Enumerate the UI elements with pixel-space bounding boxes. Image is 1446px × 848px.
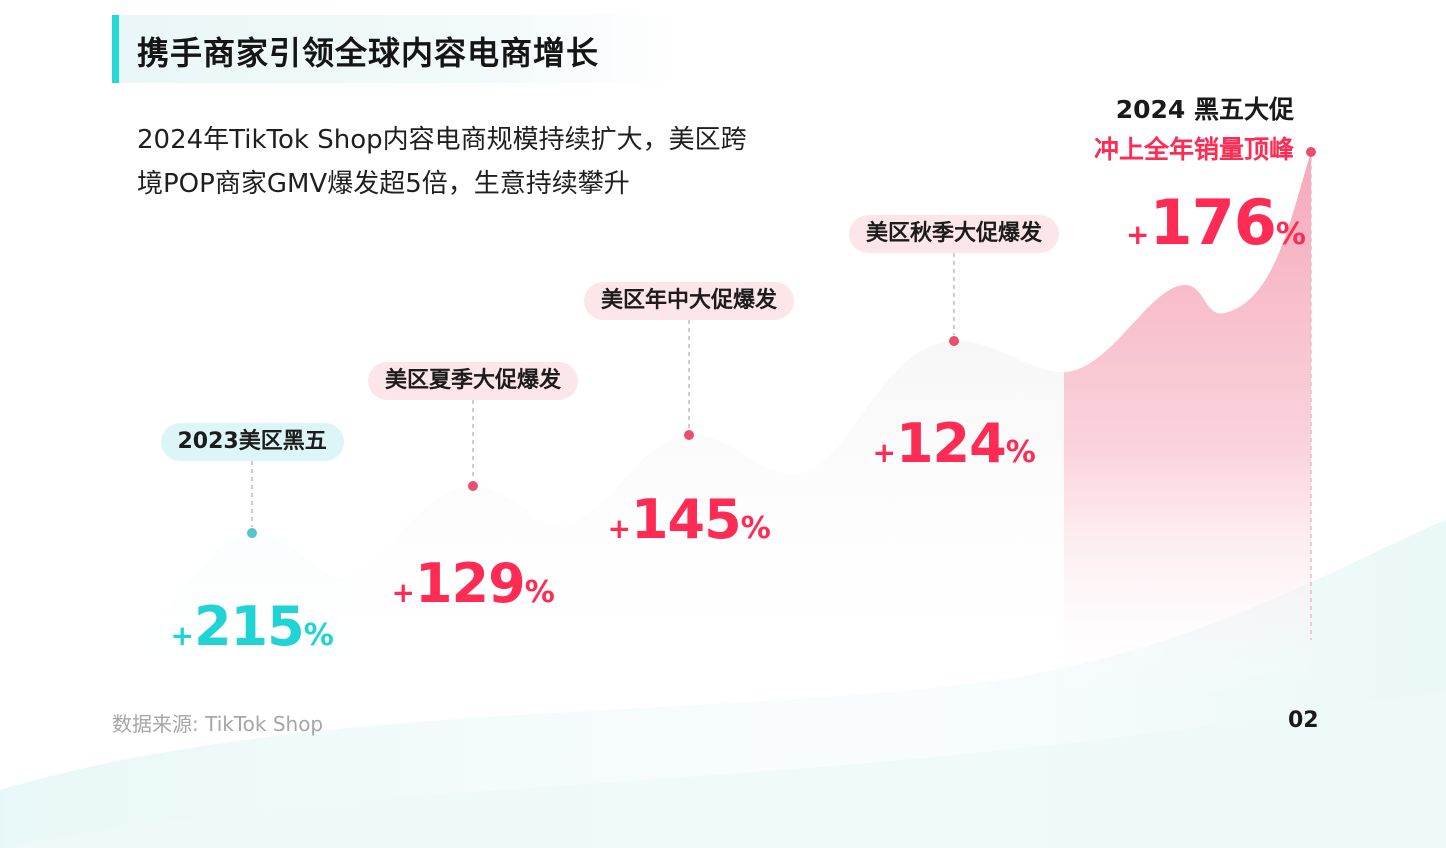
- value-label-autumn-sale: +124%: [872, 412, 1036, 475]
- value-label-summer-sale: +129%: [391, 552, 555, 615]
- label-autumn-sale: 美区秋季大促爆发: [849, 215, 1060, 253]
- value-label-2023-black-friday: +215%: [170, 595, 334, 658]
- point-marker-3: [949, 336, 959, 346]
- data-source: 数据来源: TikTok Shop: [112, 712, 324, 736]
- value-176: 176: [1149, 186, 1276, 259]
- title-bar: [112, 15, 682, 83]
- area-segment-2023: [100, 532, 346, 700]
- area-series: [100, 152, 1311, 700]
- point-marker-0: [247, 528, 257, 538]
- subtitle-line-2: 境POP商家GMV爆发超5倍，生意持续攀升: [137, 169, 630, 199]
- value-129: 129: [414, 552, 526, 615]
- area-segment-2024-peak: [1064, 152, 1311, 700]
- value-label-midyear-sale: +145%: [607, 488, 771, 551]
- label-midyear-sale: 美区年中大促爆发: [584, 282, 795, 320]
- subtitle-line-1: 2024年TikTok Shop内容电商规模持续扩大，美区跨: [137, 125, 747, 155]
- point-markers: [247, 147, 1316, 640]
- label-2024-black-friday: 2024 黑五大促: [1115, 95, 1294, 124]
- point-marker-1: [468, 481, 478, 491]
- page-number: 02: [1288, 708, 1319, 733]
- value-215: 215: [193, 595, 305, 658]
- value-label-2024-black-friday: +176%: [1126, 186, 1306, 259]
- value-124: 124: [895, 412, 1007, 475]
- value-145: 145: [630, 488, 742, 551]
- title-accent: [112, 15, 119, 83]
- page-title: 携手商家引领全球内容电商增长: [137, 34, 600, 72]
- page-subtitle: 2024年TikTok Shop内容电商规模持续扩大，美区跨 境POP商家GMV…: [137, 118, 837, 206]
- point-marker-4: [1306, 147, 1316, 157]
- label-2023-black-friday: 2023美区黑五: [160, 423, 344, 461]
- area-segment-2024-mid: [346, 340, 1064, 700]
- label-summer-sale: 美区夏季大促爆发: [368, 362, 579, 400]
- point-marker-2: [684, 430, 694, 440]
- peak-annotation: 冲上全年销量顶峰: [1093, 135, 1294, 164]
